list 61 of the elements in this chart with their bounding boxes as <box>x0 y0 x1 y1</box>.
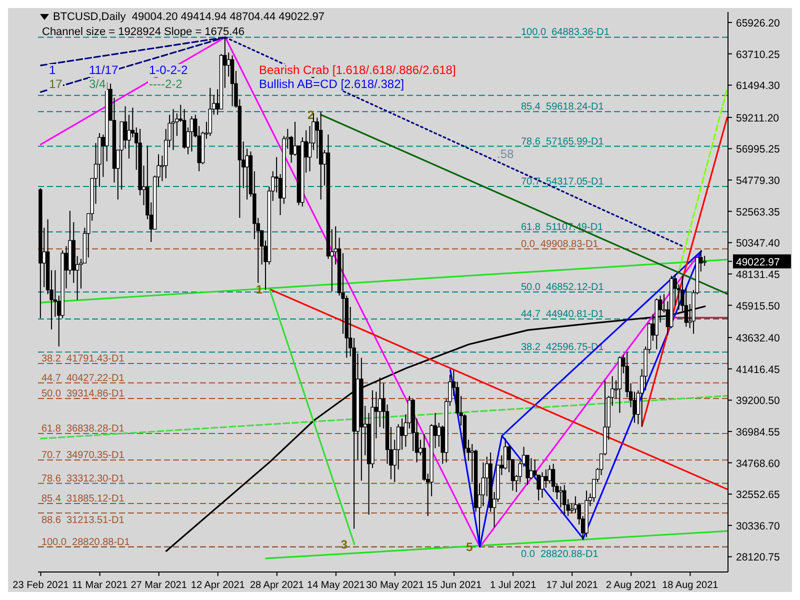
annotation: 3/4 <box>88 77 107 91</box>
y-tick-label: 61494.30 <box>736 80 780 92</box>
ref-line-label: 88.6 31213.51-D1 <box>41 515 125 526</box>
annotation: Bullish AB=CD [2.618/.382] <box>258 77 406 91</box>
ref-line-label: 70.7 34970.35-D1 <box>41 450 125 461</box>
y-tick-label: 59211.20 <box>736 112 780 124</box>
y-tick-label: 34768.60 <box>736 458 780 470</box>
ref-line-label: 70.7 54317.05-D1 <box>521 176 604 188</box>
x-tick-label: 1 Jul 2021 <box>490 580 537 591</box>
ref-line-label: 50.0 46852.12-D1 <box>521 282 604 294</box>
ref-line-label: 85.4 31885.12-D1 <box>41 494 125 505</box>
y-tick-label: 56995.25 <box>736 144 780 156</box>
y-tick-label: 54779.30 <box>736 175 780 188</box>
y-tick-label: 41416.45 <box>736 364 780 376</box>
ref-line-label: 78.6 33312.30-D1 <box>41 473 125 484</box>
annotation: ----2-2 <box>148 77 184 91</box>
x-tick-label: 2 Aug 2021 <box>606 580 657 591</box>
x-tick-label: 28 Apr 2021 <box>250 580 304 591</box>
x-tick-label: 12 Apr 2021 <box>190 580 246 591</box>
y-tick-label: 50347.40 <box>736 238 780 250</box>
y-tick-label: 52563.35 <box>736 206 780 218</box>
ref-line-label: 78.6 57165.99-D1 <box>521 136 604 148</box>
y-tick-label: 36984.55 <box>736 426 780 438</box>
ref-line-label: 0.0 28820.88-D1 <box>521 548 599 560</box>
y-tick-label: 63710.25 <box>736 48 780 61</box>
x-tick-label: 11 Mar 2021 <box>72 580 128 591</box>
x-tick-label: 17 Jul 2021 <box>546 580 598 591</box>
y-tick-label: 65926.20 <box>736 18 780 30</box>
ref-line-label: 100.0 28820.88-D1 <box>41 536 130 548</box>
annotation: 17 <box>48 77 64 91</box>
annotation: .58 <box>496 147 515 161</box>
y-tick-label: 32552.65 <box>736 489 780 502</box>
annotation: 3 <box>340 538 348 552</box>
y-tick-label: 49022.97 <box>736 256 780 268</box>
ref-line-label: 100.0 64883.36-D1 <box>521 27 610 38</box>
ref-line-label: 61.8 36838.28-D1 <box>41 424 125 435</box>
ref-line-label: 0.0 49908.83-D1 <box>521 238 599 250</box>
x-tick-label: 18 Aug 2021 <box>662 580 719 591</box>
ref-line-label: 85.4 59618.24-D1 <box>521 102 604 113</box>
ref-line-label: 44.7 40427.22-D1 <box>41 372 125 384</box>
annotation: 2 <box>308 108 315 122</box>
x-tick-label: 27 Mar 2021 <box>130 580 188 591</box>
x-tick-label: 30 May 2021 <box>366 580 424 591</box>
annotation: 1 <box>48 63 57 77</box>
y-tick-label: 39200.50 <box>736 395 780 408</box>
chart-title: BTCUSD,Daily 49004.20 49414.94 48704.44 49022.97 <box>53 11 325 23</box>
ref-line-label: 50.0 39314.86-D1 <box>41 388 125 400</box>
y-tick-label: 30336.70 <box>736 520 780 532</box>
annotation: 1-0-2-2 <box>148 63 189 77</box>
x-tick-label: 15 Jun 2021 <box>426 580 482 591</box>
y-tick-label: 28120.75 <box>736 552 780 564</box>
y-tick-label: 45915.50 <box>736 300 780 312</box>
annotation: 11/17 <box>88 63 120 77</box>
annotation: Bearish Crab [1.618/.618/.886/2.618] <box>258 63 457 77</box>
y-tick-label: 43632.40 <box>736 332 780 345</box>
text: Channel size = 1928924 Slope = 1675.46 <box>42 26 244 38</box>
y-tick-label: 48131.45 <box>736 268 780 281</box>
ref-line-label: 38.2 41791.43-D1 <box>41 354 125 365</box>
x-tick-label: 14 May 2021 <box>307 580 366 591</box>
x-tick-label: 23 Feb 2021 <box>12 580 70 591</box>
ref-line-label: 44.7 44940.81-D1 <box>521 309 604 320</box>
